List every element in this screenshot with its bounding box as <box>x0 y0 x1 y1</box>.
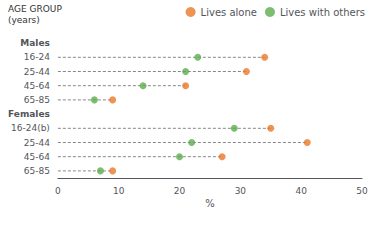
svg-text:16-24: 16-24 <box>24 52 50 62</box>
svg-text:65-85: 65-85 <box>24 166 50 176</box>
svg-text:50: 50 <box>356 186 368 196</box>
svg-text:AGE GROUP: AGE GROUP <box>8 4 62 14</box>
svg-text:Lives with others: Lives with others <box>280 7 365 18</box>
svg-text:45-64: 45-64 <box>24 81 50 91</box>
svg-text:0: 0 <box>55 186 61 196</box>
svg-text:25-44: 25-44 <box>24 138 50 148</box>
svg-text:(years): (years) <box>8 15 40 25</box>
svg-text:65-85: 65-85 <box>24 95 50 105</box>
svg-text:16-24(b): 16-24(b) <box>11 123 50 133</box>
svg-text:Lives alone: Lives alone <box>201 7 257 18</box>
svg-text:40: 40 <box>295 186 307 196</box>
svg-text:30: 30 <box>235 186 247 196</box>
svg-text:10: 10 <box>113 186 125 196</box>
svg-text:45-64: 45-64 <box>24 152 50 162</box>
svg-text:%: % <box>205 198 215 209</box>
svg-text:20: 20 <box>174 186 186 196</box>
svg-text:Males: Males <box>20 38 50 48</box>
svg-text:Females: Females <box>8 109 50 119</box>
svg-text:25-44: 25-44 <box>24 67 50 77</box>
